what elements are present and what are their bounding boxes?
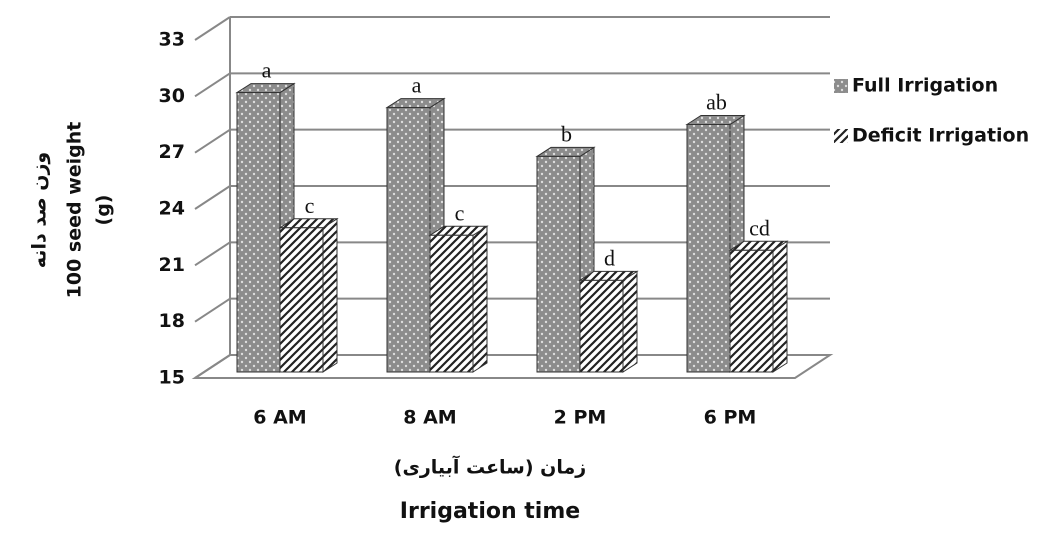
x-axis-title: Irrigation time	[400, 499, 580, 524]
y-axis-title: (g)	[93, 195, 115, 226]
y-axis-title: وزن صد دانه	[29, 152, 51, 268]
y-tick-label: 15	[159, 367, 185, 389]
bar-front	[536, 155, 581, 373]
side-grid-line	[194, 241, 231, 267]
bar-side	[322, 217, 338, 373]
bar-front	[429, 234, 474, 373]
data-label: cd	[749, 215, 770, 240]
legend-label: Deficit Irrigation	[852, 125, 1029, 147]
bar-side	[622, 270, 638, 373]
side-grid-line	[194, 354, 231, 379]
bar-front	[386, 107, 431, 373]
y-tick-label: 18	[159, 310, 185, 332]
bar-front	[279, 227, 324, 373]
y-tick-label: 30	[159, 85, 185, 107]
data-label: a	[262, 58, 272, 83]
bar-side	[472, 225, 488, 373]
side-grid-line	[194, 128, 231, 154]
side-grid-line	[194, 297, 231, 323]
bar-front	[729, 249, 774, 373]
bar	[578, 270, 639, 373]
bar-side	[772, 240, 788, 373]
x-axis-title: زمان (ساعت آبیاری)	[394, 455, 586, 479]
legend-swatch	[834, 129, 848, 143]
side-grid-line	[194, 16, 231, 41]
bar-front	[686, 124, 731, 373]
y-tick-label: 33	[159, 29, 185, 51]
bar	[278, 217, 339, 373]
data-label: a	[412, 73, 422, 98]
y-tick-label: 24	[159, 198, 185, 220]
side-grid-line	[194, 72, 231, 98]
x-tick-label: 2 PM	[554, 407, 607, 429]
data-label: ab	[706, 90, 727, 115]
side-grid-line	[194, 185, 231, 210]
legend-label: Full Irrigation	[852, 75, 998, 97]
x-tick-label: 8 AM	[403, 407, 456, 429]
data-label: c	[305, 193, 315, 218]
x-tick-label: 6 PM	[704, 407, 757, 429]
bar	[728, 240, 789, 373]
y-axis-title: 100 seed weight	[64, 122, 86, 299]
data-label: c	[455, 200, 465, 225]
bar-front	[579, 279, 624, 373]
y-tick-label: 21	[159, 254, 185, 276]
bar-front	[236, 92, 281, 373]
data-label: b	[561, 121, 572, 146]
y-tick-label: 27	[159, 141, 185, 163]
bar	[428, 225, 489, 373]
legend-swatch	[834, 79, 848, 93]
x-tick-label: 6 AM	[253, 407, 306, 429]
data-label: d	[604, 245, 615, 270]
